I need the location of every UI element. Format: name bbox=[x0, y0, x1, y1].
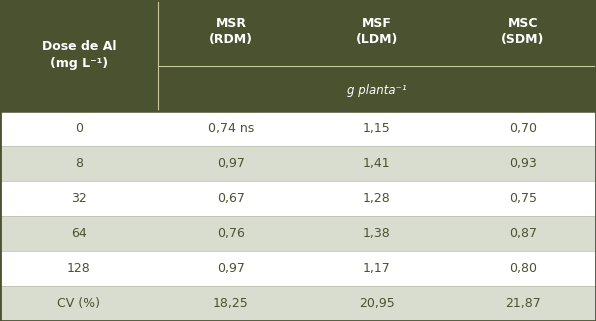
Bar bbox=[0, 286, 596, 321]
Text: 0,75: 0,75 bbox=[509, 192, 537, 205]
Text: 18,25: 18,25 bbox=[213, 297, 249, 310]
Text: 8: 8 bbox=[75, 157, 83, 170]
Text: 21,87: 21,87 bbox=[505, 297, 541, 310]
Text: 0,87: 0,87 bbox=[509, 227, 537, 240]
Text: 0,67: 0,67 bbox=[217, 192, 245, 205]
Text: MSF
(LDM): MSF (LDM) bbox=[356, 16, 398, 46]
Text: MSR
(RDM): MSR (RDM) bbox=[209, 16, 253, 46]
Bar bbox=[0, 146, 596, 181]
Text: 20,95: 20,95 bbox=[359, 297, 395, 310]
Text: 0,76: 0,76 bbox=[217, 227, 245, 240]
Text: 0,70: 0,70 bbox=[509, 122, 537, 135]
Text: 128: 128 bbox=[67, 262, 91, 275]
Text: Dose de Al
(mg L⁻¹): Dose de Al (mg L⁻¹) bbox=[42, 40, 116, 70]
Text: 1,38: 1,38 bbox=[363, 227, 391, 240]
Bar bbox=[0, 251, 596, 286]
Text: 0,80: 0,80 bbox=[509, 262, 537, 275]
Text: 0: 0 bbox=[75, 122, 83, 135]
Text: g planta⁻¹: g planta⁻¹ bbox=[347, 84, 407, 97]
Text: 32: 32 bbox=[71, 192, 87, 205]
Bar bbox=[0, 181, 596, 216]
Text: 0,97: 0,97 bbox=[217, 262, 245, 275]
Bar bbox=[0, 216, 596, 251]
Text: MSC
(SDM): MSC (SDM) bbox=[501, 16, 545, 46]
Text: 1,28: 1,28 bbox=[363, 192, 391, 205]
Text: 1,15: 1,15 bbox=[363, 122, 391, 135]
Text: 1,17: 1,17 bbox=[363, 262, 391, 275]
Text: 0,97: 0,97 bbox=[217, 157, 245, 170]
Bar bbox=[0, 0, 596, 111]
Text: 0,93: 0,93 bbox=[509, 157, 537, 170]
Text: 1,41: 1,41 bbox=[363, 157, 391, 170]
Text: CV (%): CV (%) bbox=[57, 297, 101, 310]
Text: 0,74 ns: 0,74 ns bbox=[208, 122, 254, 135]
Text: 64: 64 bbox=[71, 227, 87, 240]
Bar bbox=[0, 111, 596, 146]
